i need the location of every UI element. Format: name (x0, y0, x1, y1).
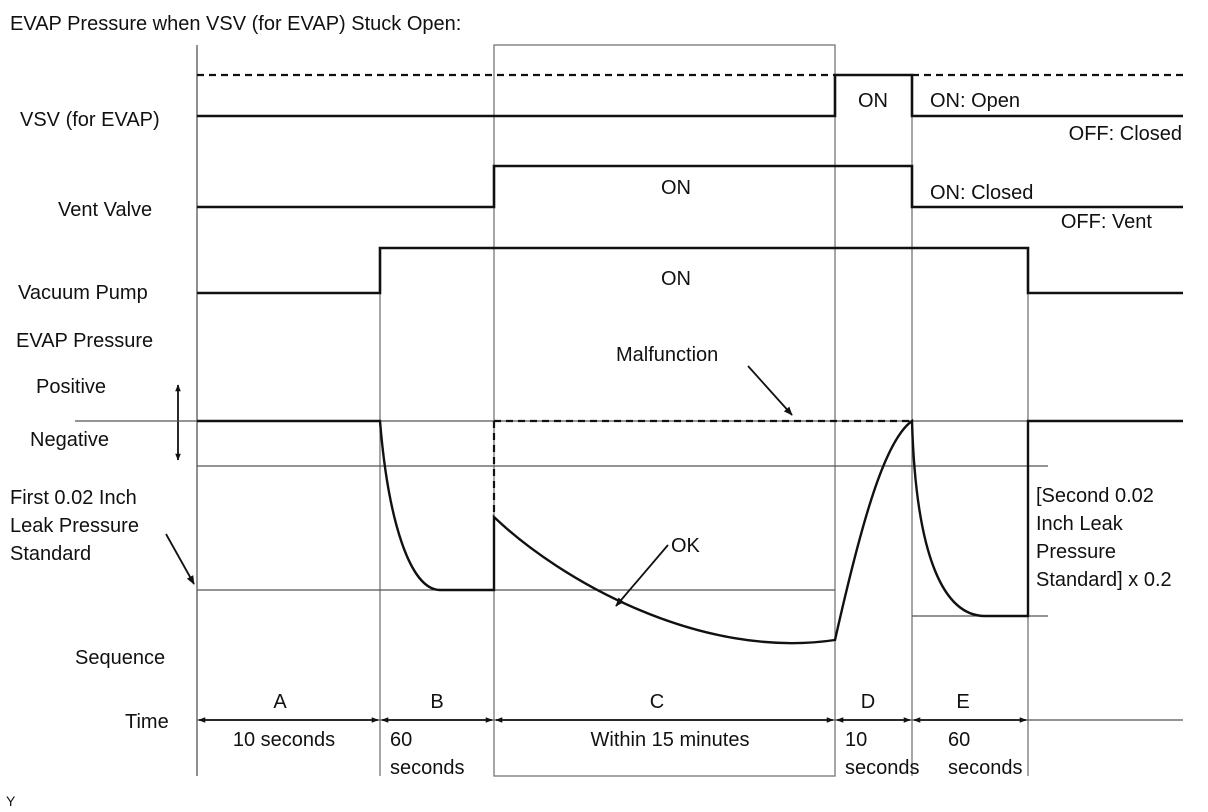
sequence-letter-d: D (861, 691, 875, 713)
duration-text-e-1: 60 (948, 729, 970, 751)
first-standard-line-3: Standard (10, 543, 91, 565)
vsv-signal (197, 73, 1183, 118)
second-standard-line-1: [Second 0.02 (1036, 485, 1154, 507)
sequence-letter-e: E (956, 691, 969, 713)
malfunction-arrow (747, 365, 793, 416)
duration-text-d-2: seconds (845, 757, 920, 779)
time-label: Time (125, 711, 169, 733)
duration-text-c: Within 15 minutes (591, 729, 750, 751)
ok-label: OK (671, 535, 701, 557)
sequence-letter-a: A (273, 691, 287, 713)
vent-on-label: ON (661, 177, 691, 199)
footer-mark: Y (6, 793, 16, 809)
malfunction-label: Malfunction (616, 344, 718, 366)
vsv-state-open: ON: Open (930, 90, 1020, 112)
vacuum-pump-signal (197, 246, 1183, 295)
sequence-letter-c: C (650, 691, 664, 713)
second-standard-line-4: Standard] x 0.2 (1036, 569, 1172, 591)
diagram-title: EVAP Pressure when VSV (for EVAP) Stuck … (10, 13, 461, 35)
duration-text-e-2: seconds (948, 757, 1023, 779)
sequence-label: Sequence (75, 647, 165, 669)
first-standard-arrow (165, 533, 195, 585)
pump-on-label: ON (661, 268, 691, 290)
first-standard-line-1: First 0.02 Inch (10, 487, 137, 509)
first-standard-line-2: Leak Pressure (10, 515, 139, 537)
duration-text-b-2: seconds (390, 757, 465, 779)
vent-valve-signal (197, 164, 1183, 209)
positive-label: Positive (36, 376, 106, 398)
ok-arrow (615, 544, 669, 607)
vsv-on-label: ON (858, 90, 888, 112)
evap-pressure-label: EVAP Pressure (16, 330, 153, 352)
vsv-label: VSV (for EVAP) (20, 109, 160, 131)
vent-state-vent: OFF: Vent (1061, 211, 1153, 233)
duration-text-a: 10 seconds (233, 729, 335, 751)
evap-pressure-trace (197, 418, 1183, 645)
vent-state-closed: ON: Closed (930, 182, 1033, 204)
duration-text-b-1: 60 (390, 729, 412, 751)
sequence-letter-b: B (430, 691, 443, 713)
period-c-box (493, 44, 836, 777)
duration-text-d-1: 10 (845, 729, 867, 751)
vsv-state-closed: OFF: Closed (1069, 123, 1182, 145)
second-standard-line-2: Inch Leak (1036, 513, 1124, 535)
negative-label: Negative (30, 429, 109, 451)
vent-valve-label: Vent Valve (58, 199, 152, 221)
vacuum-pump-label: Vacuum Pump (18, 282, 148, 304)
second-standard-line-3: Pressure (1036, 541, 1116, 563)
